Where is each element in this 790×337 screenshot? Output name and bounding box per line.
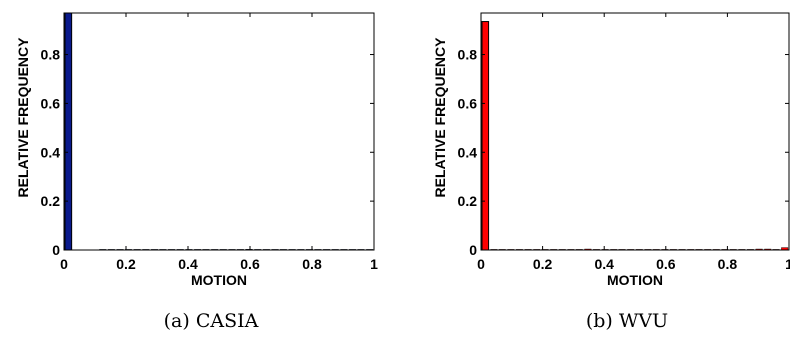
x-tick-label-b-2: 0.4	[594, 256, 614, 272]
x-tick-label-a-1: 0.2	[116, 256, 136, 272]
y-tick-label-b-4: 0.8	[458, 47, 478, 63]
ticks-a: 0 0.2 0.4 0.6 0.8 1 0 0.2 0.4 0.6 0.8	[41, 13, 378, 272]
y-tick-label-a-4: 0.8	[41, 47, 61, 63]
x-tick-label-a-3: 0.6	[240, 256, 260, 272]
chart-a: 0 0.2 0.4 0.6 0.8 1 0 0.2 0.4 0.6 0.8 MOTION RELAT…	[15, 12, 378, 332]
y-tick-label-b-0: 0	[469, 242, 477, 258]
x-tick-label-b-4: 0.8	[718, 256, 738, 272]
x-tick-label-b-0: 0	[477, 256, 485, 272]
caption-b: (b) WVU	[586, 310, 668, 332]
bars-b	[481, 21, 789, 251]
y-axis-label-b: RELATIVE FREQUENCY	[432, 37, 448, 198]
x-tick-label-b-1: 0.2	[533, 256, 553, 272]
plot-frame-a	[63, 12, 375, 251]
y-tick-label-a-0: 0	[52, 242, 60, 258]
x-tick-label-a-0: 0	[60, 256, 68, 272]
chart-b: 0 0.2 0.4 0.6 0.8 1 0 0.2 0.4 0.6 0.8 MOTION RELAT…	[432, 12, 790, 332]
y-axis-label-a: RELATIVE FREQUENCY	[15, 37, 31, 198]
caption-a: (a) CASIA	[164, 310, 259, 332]
x-axis-label-b: MOTION	[607, 272, 663, 288]
bar-b-0	[481, 21, 490, 251]
y-tick-label-a-3: 0.6	[41, 95, 61, 111]
x-tick-label-a-4: 0.8	[302, 256, 322, 272]
x-tick-label-b-3: 0.6	[656, 256, 676, 272]
ticks-b: 0 0.2 0.4 0.6 0.8 1 0 0.2 0.4 0.6 0.8	[458, 13, 790, 272]
x-tick-label-a-2: 0.4	[178, 256, 198, 272]
y-tick-label-a-1: 0.2	[41, 193, 61, 209]
y-tick-label-b-1: 0.2	[458, 193, 478, 209]
x-tick-label-b-5: 1	[785, 256, 790, 272]
bars-a	[64, 12, 374, 251]
x-tick-label-a-5: 1	[370, 256, 378, 272]
bar-a-0	[64, 12, 73, 251]
y-tick-label-a-2: 0.4	[41, 144, 61, 160]
x-axis-label-a: MOTION	[191, 272, 247, 288]
y-tick-label-b-3: 0.6	[458, 95, 478, 111]
y-tick-label-b-2: 0.4	[458, 144, 478, 160]
plot-frame-b	[480, 12, 790, 251]
